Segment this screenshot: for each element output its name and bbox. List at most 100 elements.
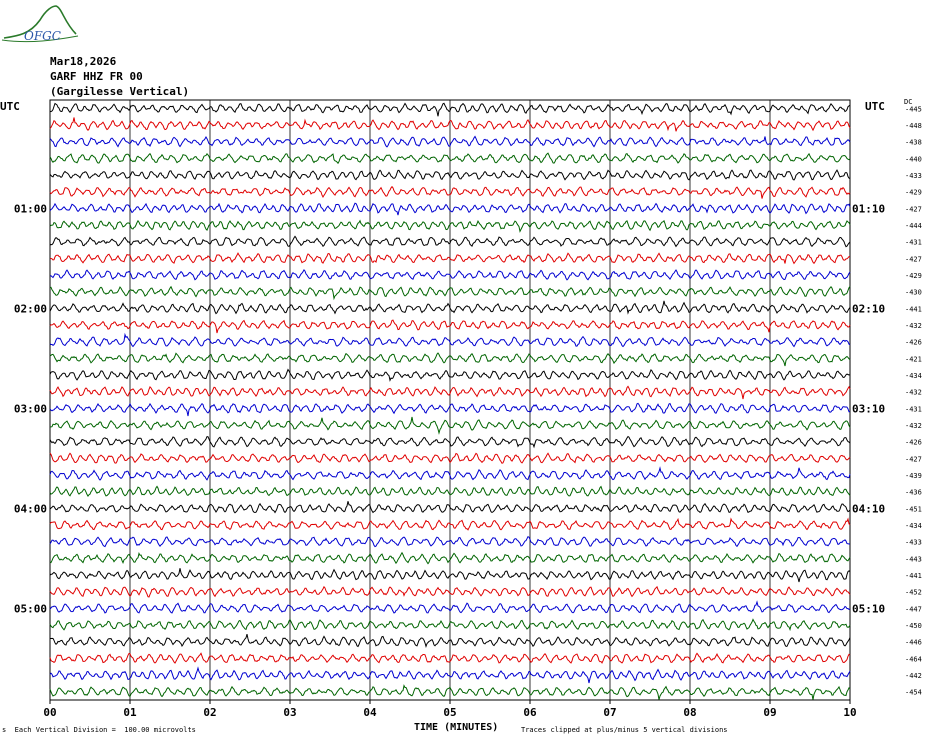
- dc-offset-label: -445: [905, 105, 922, 113]
- trace-line: [49, 368, 851, 382]
- hour-label-left: 05:00: [14, 602, 47, 615]
- trace-line: [50, 633, 851, 649]
- dc-offset-label: -430: [905, 289, 922, 297]
- trace-line: [50, 252, 851, 265]
- dc-offset-label: -444: [905, 222, 922, 230]
- trace-line: [49, 501, 851, 514]
- dc-offset-label: -447: [905, 605, 922, 613]
- trace-line: [49, 568, 851, 583]
- trace-line: [49, 585, 851, 598]
- trace-line: [49, 235, 851, 248]
- dc-offset-label: -433: [905, 539, 922, 547]
- hour-label-left: 03:00: [14, 402, 47, 415]
- dc-offset-label: -441: [905, 572, 922, 580]
- hour-label-right: 05:10: [852, 602, 885, 615]
- hour-label-left: 02:00: [14, 302, 47, 315]
- x-tick-label: 09: [763, 706, 776, 719]
- x-axis-label: TIME (MINUTES): [414, 722, 499, 733]
- dc-offset-label: -436: [905, 489, 922, 497]
- trace-line: [49, 485, 851, 498]
- trace-line: [49, 332, 851, 348]
- x-tick-label: 08: [683, 706, 696, 719]
- trace-line: [49, 219, 851, 233]
- footer-clip-note: Traces clipped at plus/minus 5 vertical …: [521, 726, 728, 734]
- dc-offset-label: -452: [905, 589, 922, 597]
- trace-line: [49, 102, 851, 117]
- dc-offset-label: -431: [905, 239, 922, 247]
- x-tick-label: 02: [203, 706, 216, 719]
- dc-offset-label: -451: [905, 505, 922, 513]
- x-tick-label: 04: [363, 706, 377, 719]
- x-tick-label: 01: [123, 706, 137, 719]
- x-tick-label: 00: [43, 706, 56, 719]
- trace-line: [49, 416, 851, 435]
- dc-offset-label: -439: [905, 472, 922, 480]
- trace-line: [49, 385, 851, 400]
- dc-offset-label: -433: [905, 172, 922, 180]
- dc-offset-label: -442: [905, 672, 922, 680]
- ofgc-logo: OFGC: [1, 5, 79, 43]
- dc-offset-label: -434: [905, 522, 922, 530]
- trace-line: [49, 652, 851, 664]
- trace-line: [49, 666, 851, 684]
- trace-line: [49, 536, 850, 548]
- trace-line: [49, 466, 851, 481]
- dc-offset-label: -448: [905, 122, 922, 130]
- utc-left-label: UTC: [0, 100, 20, 113]
- footer-scale-text: Each Vertical Division = 100.00 microvol…: [14, 726, 196, 734]
- dc-offset-label: -454: [905, 689, 922, 697]
- trace-line: [49, 319, 851, 334]
- dc-offset-label: -464: [905, 655, 922, 663]
- trace-line: [49, 517, 851, 531]
- trace-line: [49, 352, 851, 367]
- trace-line: [49, 117, 851, 132]
- dc-offset-label: -434: [905, 372, 922, 380]
- trace-line: [49, 300, 851, 315]
- header-station-name: (Gargilesse Vertical): [50, 85, 190, 98]
- footer-mark: s: [2, 726, 7, 734]
- dc-offset-label: -446: [905, 639, 922, 647]
- dc-offset-label: -427: [905, 455, 922, 463]
- hour-label-right: 01:10: [852, 202, 885, 215]
- trace-line: [49, 452, 851, 464]
- dc-offset-label: -432: [905, 389, 922, 397]
- trace-line: [49, 152, 851, 165]
- dc-offset-label: -427: [905, 255, 922, 263]
- x-tick-label: 03: [283, 706, 296, 719]
- trace-line: [49, 618, 851, 632]
- x-tick-label: 10: [843, 706, 856, 719]
- trace-line: [49, 202, 851, 216]
- dc-offset-label: -426: [905, 339, 922, 347]
- hour-label-left: 01:00: [14, 202, 47, 215]
- dc-label: DC: [904, 98, 913, 106]
- dc-offset-label: -421: [905, 355, 922, 363]
- dc-offset-label: -431: [905, 405, 922, 413]
- dc-offset-label: -429: [905, 189, 922, 197]
- x-tick-label: 06: [523, 706, 537, 719]
- x-tick-label: 07: [603, 706, 616, 719]
- dc-offset-label: -429: [905, 272, 922, 280]
- hour-label-left: 04:00: [14, 502, 47, 515]
- x-tick-label: 05: [443, 706, 456, 719]
- dc-offset-label: -426: [905, 439, 922, 447]
- trace-line: [49, 435, 851, 449]
- hour-label-right: 04:10: [852, 502, 885, 515]
- dc-offset-label: -427: [905, 205, 922, 213]
- dc-offset-label: -432: [905, 422, 922, 430]
- trace-line: [49, 402, 851, 417]
- trace-line: [49, 269, 851, 281]
- hour-label-right: 02:10: [852, 302, 885, 315]
- hour-label-right: 03:10: [852, 402, 885, 415]
- trace-line: [49, 185, 851, 199]
- header-date: Mar18,2026: [50, 55, 117, 68]
- trace-line: [49, 600, 851, 614]
- trace-line: [49, 684, 851, 700]
- header-station: GARF HHZ FR 00: [50, 70, 143, 83]
- footer-scale: s Each Vertical Division = 100.00 microv…: [2, 726, 196, 734]
- dc-offset-label: -432: [905, 322, 922, 330]
- dc-offset-label: -443: [905, 555, 922, 563]
- dc-offset-label: -450: [905, 622, 922, 630]
- dc-offset-label: -440: [905, 155, 922, 163]
- dc-offset-label: -441: [905, 305, 922, 313]
